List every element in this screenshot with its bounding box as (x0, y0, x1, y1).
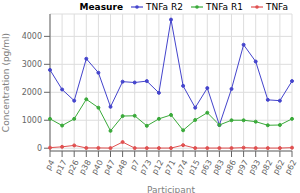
html-text:TNFa R1: TNFa R1 (206, 2, 243, 12)
html-text:TNFa R2: TNFa R2 (146, 2, 183, 12)
svg-text:p12: p12 (150, 158, 165, 176)
svg-text:p15: p15 (186, 158, 201, 176)
svg-text:p62: p62 (271, 158, 286, 176)
svg-text:p40: p40 (90, 158, 105, 176)
svg-text:1000: 1000 (22, 116, 42, 125)
svg-text:p62: p62 (283, 158, 298, 176)
svg-text:p4: p4 (43, 158, 57, 172)
svg-text:2000: 2000 (22, 88, 42, 97)
html-text:TNFa: TNFa (265, 2, 288, 12)
svg-text:3000: 3000 (22, 60, 42, 69)
svg-text:4000: 4000 (22, 32, 42, 41)
svg-text:p74: p74 (174, 158, 189, 176)
svg-text:p86: p86 (223, 158, 238, 176)
html-text:Measure: Measure (79, 2, 123, 12)
svg-text:p82: p82 (259, 158, 274, 176)
svg-text:p83: p83 (211, 158, 226, 176)
svg-text:Participant: Participant (147, 185, 196, 193)
svg-text:p48: p48 (114, 158, 129, 176)
svg-text:p26: p26 (65, 158, 80, 176)
svg-text:0: 0 (37, 144, 42, 153)
svg-text:p93: p93 (247, 158, 262, 176)
svg-text:p47: p47 (102, 158, 117, 176)
svg-text:p73: p73 (138, 158, 153, 176)
svg-text:p71: p71 (162, 158, 177, 176)
svg-text:Concentration (pg/ml): Concentration (pg/ml) (1, 33, 11, 132)
svg-text:p97: p97 (235, 158, 250, 176)
svg-text:p63: p63 (199, 158, 214, 176)
svg-text:p17: p17 (53, 158, 68, 176)
svg-text:p38: p38 (78, 158, 93, 176)
svg-text:p7: p7 (128, 158, 142, 172)
